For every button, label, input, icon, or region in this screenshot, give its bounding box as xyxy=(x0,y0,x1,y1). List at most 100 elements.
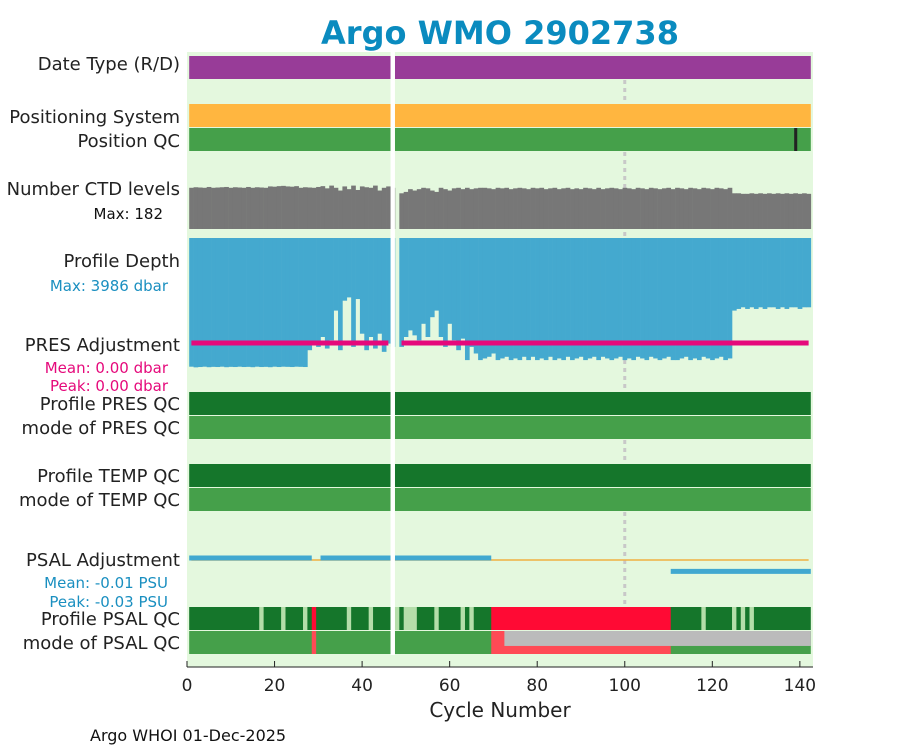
ctd-bar-123 xyxy=(723,189,728,229)
ctd-bar-132 xyxy=(762,193,768,229)
depth-bar-20 xyxy=(272,238,278,367)
mode-pres-qc-row xyxy=(189,416,811,439)
ctd-bar-26 xyxy=(298,187,304,229)
ctd-bar-4 xyxy=(202,187,207,229)
depth-bar-37 xyxy=(346,238,352,298)
depth-bar-92 xyxy=(587,238,593,359)
ctd-bar-85 xyxy=(556,189,562,229)
ctd-bar-51 xyxy=(408,189,413,229)
depth-bar-3 xyxy=(197,238,203,368)
depth-bar-63 xyxy=(460,238,466,339)
depth-bar-27 xyxy=(303,238,308,368)
label-position-qc: Position QC xyxy=(77,131,180,152)
ctd-bar-127 xyxy=(740,193,746,229)
label-profile-pres-qc: Profile PRES QC xyxy=(40,394,180,415)
date-type-band-segment-2 xyxy=(394,56,811,79)
ctd-bar-61 xyxy=(451,188,457,229)
date-type-row xyxy=(189,56,811,79)
ctd-bar-29 xyxy=(311,187,317,229)
ctd-bar-37 xyxy=(346,189,352,229)
profile-psal-qc-flag-15 xyxy=(740,607,746,630)
ctd-bar-142 xyxy=(806,193,812,229)
depth-bar-101 xyxy=(626,238,632,359)
ctd-bar-113 xyxy=(679,188,685,229)
depth-bar-50 xyxy=(403,238,409,337)
depth-bar-64 xyxy=(464,238,470,361)
depth-bar-104 xyxy=(640,238,645,359)
ctd-bar-6 xyxy=(211,187,216,229)
psal-adjustment-row xyxy=(189,555,811,574)
ctd-bar-96 xyxy=(605,188,610,229)
profile-temp-qc-row xyxy=(189,464,811,487)
depth-bar-38 xyxy=(351,238,356,347)
depth-bar-28 xyxy=(307,238,313,351)
depth-bar-111 xyxy=(670,238,676,361)
depth-bar-71 xyxy=(495,238,501,361)
depth-bar-73 xyxy=(504,238,510,357)
ctd-bar-78 xyxy=(526,189,531,229)
ctd-bar-65 xyxy=(469,189,475,229)
depth-bar-17 xyxy=(259,238,264,368)
depth-bar-34 xyxy=(333,238,339,311)
ctd-bar-42 xyxy=(368,187,374,229)
ctd-bar-117 xyxy=(696,189,702,229)
depth-bar-80 xyxy=(535,238,540,361)
label-ctd-max: Max: 182 xyxy=(94,205,163,223)
mode-temp-qc-band-segment-2 xyxy=(394,488,811,511)
ctd-bar-91 xyxy=(583,187,588,229)
depth-bar-43 xyxy=(373,238,378,349)
ctd-bar-84 xyxy=(552,187,558,229)
depth-bar-137 xyxy=(784,238,790,309)
depth-bar-45 xyxy=(381,238,387,352)
depth-bar-16 xyxy=(254,238,260,367)
ctd-bar-76 xyxy=(517,187,523,229)
depth-bar-70 xyxy=(491,238,496,354)
depth-bar-89 xyxy=(574,238,580,359)
profile-psal-qc-flag-9 xyxy=(434,607,439,630)
depth-bar-22 xyxy=(281,238,286,367)
ctd-bar-67 xyxy=(478,187,483,229)
depth-bar-65 xyxy=(469,238,475,347)
ctd-bar-12 xyxy=(237,187,243,229)
depth-bar-25 xyxy=(294,238,299,367)
date-type-band-segment-1 xyxy=(189,56,391,79)
depth-bar-76 xyxy=(517,238,523,361)
ctd-bar-13 xyxy=(241,187,247,229)
ctd-bar-111 xyxy=(670,189,676,229)
depth-bar-1 xyxy=(189,238,194,367)
depth-bar-5 xyxy=(206,238,212,368)
depth-bar-126 xyxy=(736,238,742,309)
depth-bar-8 xyxy=(219,238,225,367)
depth-bar-115 xyxy=(688,238,693,361)
temp-qc-band-segment-2 xyxy=(394,464,811,487)
label-psal-peak: Peak: -0.03 PSU xyxy=(49,593,168,611)
mode-psal-qc-row xyxy=(189,631,811,654)
ctd-bar-46 xyxy=(386,186,391,229)
ctd-bar-70 xyxy=(491,189,496,229)
profile-psal-qc-flag-5 xyxy=(346,607,352,630)
ctd-bar-60 xyxy=(447,190,453,229)
profile-psal-qc-flag-12 xyxy=(491,607,671,630)
depth-bar-67 xyxy=(478,238,483,361)
depth-bar-128 xyxy=(745,238,750,309)
positioning-system-row xyxy=(189,104,811,127)
depth-bar-122 xyxy=(718,238,724,357)
pres-qc-band-segment-1 xyxy=(189,392,391,415)
depth-bar-44 xyxy=(377,238,383,334)
depth-bar-100 xyxy=(622,238,628,361)
depth-bar-97 xyxy=(609,238,615,361)
ctd-bar-83 xyxy=(548,188,553,229)
depth-bar-61 xyxy=(451,238,457,341)
profile-psal-qc-flag-11 xyxy=(469,607,474,630)
depth-bar-103 xyxy=(635,238,641,357)
ctd-bar-30 xyxy=(316,186,321,229)
depth-bar-138 xyxy=(788,238,794,308)
ctd-bar-139 xyxy=(793,193,798,229)
ctd-bar-41 xyxy=(364,187,369,229)
ctd-bar-19 xyxy=(267,186,273,229)
depth-bar-14 xyxy=(246,238,251,367)
depth-bar-30 xyxy=(316,238,321,347)
x-tick-label-0: 0 xyxy=(182,676,193,696)
ctd-bar-18 xyxy=(263,187,269,229)
depth-bar-10 xyxy=(228,238,234,367)
